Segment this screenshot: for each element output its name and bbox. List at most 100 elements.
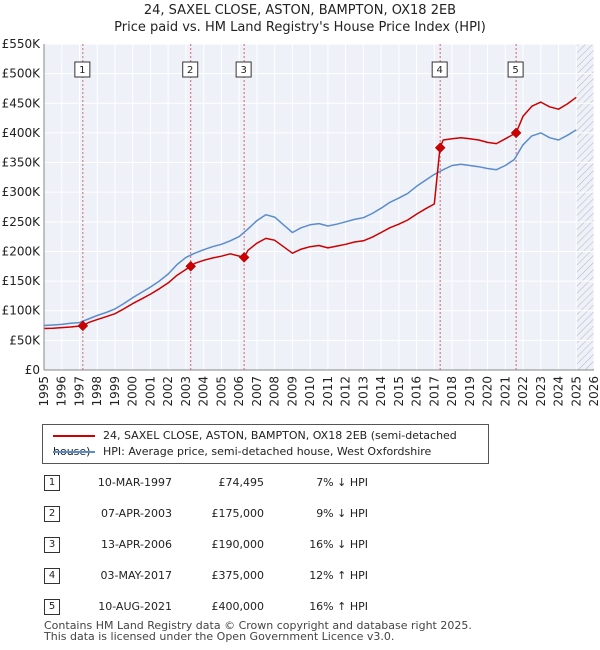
x-tick-label: 1995 [37, 376, 51, 407]
x-tick-label: 2014 [374, 376, 388, 407]
sale-marker-label: 1 [79, 65, 85, 76]
x-tick-label: 1999 [108, 376, 122, 407]
legend-swatch-hpi [53, 451, 95, 453]
y-tick-label: £250K [2, 215, 42, 229]
sale-price: £375,000 [211, 569, 265, 582]
sale-price: £190,000 [211, 538, 265, 551]
sale-number-badge: 2 [44, 506, 60, 522]
sale-point [185, 260, 197, 272]
sale-date: 13-APR-2006 [100, 538, 172, 551]
sale-point [434, 142, 446, 154]
sale-marker-label: 3 [240, 65, 246, 76]
x-tick-label: 2003 [179, 376, 193, 407]
y-tick-label: £0 [25, 363, 40, 377]
sale-row: 2 07-APR-2003 £175,000 9% ↓ HPI [42, 504, 442, 524]
sale-number-badge: 4 [44, 568, 60, 584]
sale-marker-box [182, 61, 199, 78]
sale-number-badge: 5 [44, 599, 60, 615]
sale-point [238, 252, 250, 263]
x-tick-label: 2008 [268, 376, 282, 407]
x-tick-label: 2007 [250, 376, 264, 407]
legend-label-hpi: HPI: Average price, semi-detached house,… [103, 445, 432, 458]
y-tick-label: £100K [2, 304, 42, 318]
sale-marker-box [235, 61, 252, 78]
sale-price: £74,495 [218, 476, 265, 489]
sale-row: 5 10-AUG-2021 £400,000 16% ↑ HPI [42, 597, 442, 617]
legend-item-property: 24, SAXEL CLOSE, ASTON, BAMPTON, OX18 2E… [53, 428, 488, 458]
sale-marker-box [431, 61, 448, 78]
x-tick-label: 2015 [392, 376, 406, 407]
x-tick-label: 2025 [569, 376, 583, 407]
price-chart: £0 £50K £100K £150K £200K £250K £300K £350K £400… [2, 37, 600, 407]
x-tick-label: 2021 [498, 376, 512, 407]
x-tick-label: 2002 [161, 376, 175, 407]
x-tick-label: 2026 [587, 376, 600, 407]
sale-date: 07-APR-2003 [100, 507, 172, 520]
sale-hpi-diff: 7% ↓ HPI [316, 476, 368, 489]
chart-title-block: 24, SAXEL CLOSE, ASTON, BAMPTON, OX18 2E… [0, 2, 600, 36]
x-tick-label: 2018 [445, 376, 459, 407]
y-tick-label: £450K [2, 96, 42, 110]
x-tick-label: 2019 [463, 376, 477, 407]
x-tick-label: 2022 [516, 376, 530, 407]
sale-date: 03-MAY-2017 [100, 569, 172, 582]
sale-price: £175,000 [211, 507, 265, 520]
sale-row: 3 13-APR-2006 £190,000 16% ↓ HPI [42, 535, 442, 555]
x-tick-label: 2011 [321, 376, 335, 407]
x-tick-label: 2010 [303, 376, 317, 407]
plot-area [44, 44, 594, 370]
sale-marker-box [74, 61, 91, 78]
legend-swatch-property [53, 435, 95, 437]
x-tick-label: 2000 [126, 376, 140, 407]
sale-hpi-diff: 16% ↑ HPI [309, 600, 368, 613]
x-tick-label: 2004 [197, 376, 211, 407]
x-tick-label: 2013 [356, 376, 370, 407]
y-tick-label: £350K [2, 156, 42, 170]
x-tick-label: 2016 [410, 376, 424, 407]
x-tick-label: 1998 [90, 376, 104, 407]
x-tick-label: 2024 [552, 376, 566, 407]
y-tick-label: £300K [2, 185, 42, 199]
sale-number-badge: 3 [44, 537, 60, 553]
x-tick-label: 2017 [427, 376, 441, 407]
sale-marker-box [507, 61, 524, 78]
x-tick-label: 2023 [534, 376, 548, 407]
y-tick-label: £400K [2, 126, 42, 140]
chart-title: 24, SAXEL CLOSE, ASTON, BAMPTON, OX18 2E… [143, 3, 457, 18]
x-tick-label: 1997 [72, 376, 86, 407]
y-tick-label: £200K [2, 244, 42, 258]
hpi-series-line [43, 129, 577, 327]
sale-price: £400,000 [211, 600, 265, 613]
footer-copyright: Contains HM Land Registry data © Crown c… [44, 619, 472, 632]
sale-hpi-diff: 12% ↑ HPI [309, 569, 368, 582]
legend: 24, SAXEL CLOSE, ASTON, BAMPTON, OX18 2E… [42, 424, 489, 464]
sale-date: 10-AUG-2021 [98, 600, 172, 613]
sale-marker-label: 4 [436, 65, 442, 76]
sale-row: 4 03-MAY-2017 £375,000 12% ↑ HPI [42, 566, 442, 586]
footer-licence: This data is licensed under the Open Gov… [44, 630, 395, 643]
legend-item-hpi: HPI: Average price, semi-detached house,… [53, 444, 431, 460]
chart-subtitle: Price paid vs. HM Land Registry's House … [114, 20, 486, 35]
sale-point [77, 320, 89, 332]
sale-hpi-diff: 16% ↓ HPI [309, 538, 368, 551]
y-tick-label: £50K [9, 333, 41, 347]
x-tick-label: 2020 [481, 376, 495, 407]
footer: Contains HM Land Registry data © Crown c… [44, 620, 472, 642]
y-tick-label: £500K [2, 67, 42, 81]
y-tick-label: £150K [2, 274, 42, 288]
x-tick-label: 2001 [143, 376, 157, 407]
sale-hpi-diff: 9% ↓ HPI [316, 507, 368, 520]
x-tick-label: 2006 [232, 376, 246, 407]
sale-marker-label: 2 [187, 65, 193, 76]
sale-date: 10-MAR-1997 [97, 476, 172, 489]
sale-row: 1 10-MAR-1997 £74,495 7% ↓ HPI [42, 473, 442, 493]
future-shade [576, 44, 594, 370]
sale-number-badge: 1 [44, 475, 60, 491]
x-tick-label: 1996 [55, 376, 69, 407]
y-tick-label: £550K [2, 37, 42, 51]
property-series-line [43, 96, 577, 330]
x-tick-label: 2012 [339, 376, 353, 407]
sale-point [510, 127, 522, 139]
sale-marker-label: 5 [512, 65, 518, 76]
x-tick-label: 2009 [285, 376, 299, 407]
